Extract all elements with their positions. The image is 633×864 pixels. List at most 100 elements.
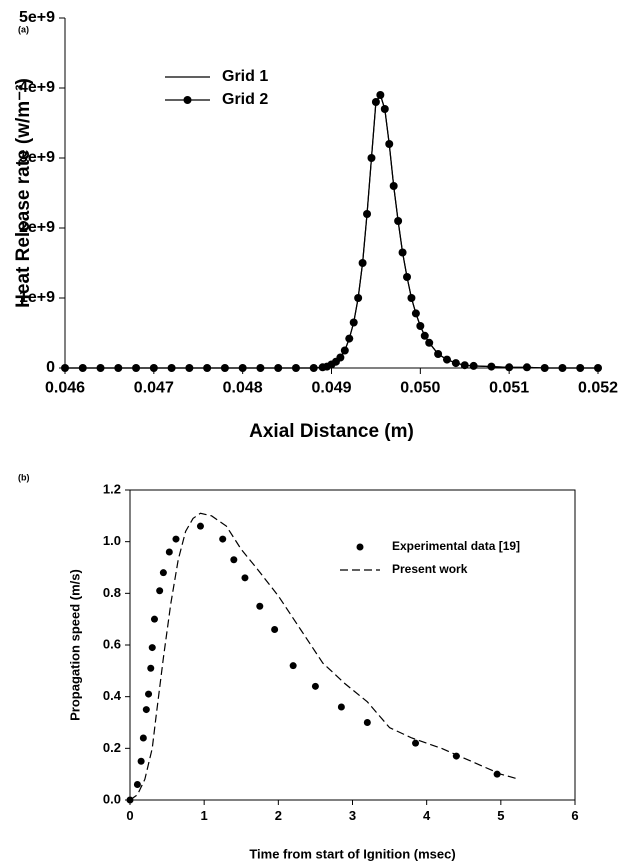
data-point — [558, 364, 567, 372]
data-point — [274, 364, 283, 372]
x-tick-label: 0.048 — [223, 380, 263, 397]
y-axis-title: Propagation speed (m/s) — [67, 569, 82, 721]
data-point — [133, 781, 141, 788]
data-point — [149, 364, 158, 372]
y-tick-label: 5e+9 — [19, 9, 55, 26]
data-point — [61, 364, 69, 372]
y-tick-label: 1.2 — [103, 481, 121, 496]
y-tick-label: 2e+9 — [19, 219, 55, 236]
x-tick-label: 4 — [423, 808, 431, 823]
series-line — [65, 93, 598, 369]
data-point — [345, 334, 354, 343]
data-point — [394, 217, 403, 225]
data-point — [150, 615, 158, 623]
data-point — [349, 318, 358, 327]
data-point — [522, 363, 531, 372]
x-tick-label: 0.051 — [489, 380, 529, 397]
data-point — [256, 602, 264, 610]
data-point — [451, 359, 460, 368]
data-point — [376, 91, 385, 99]
data-point — [220, 364, 229, 372]
data-point — [165, 548, 173, 556]
data-point — [114, 364, 123, 372]
data-point — [425, 338, 434, 347]
data-point — [148, 644, 156, 652]
data-point — [159, 569, 167, 577]
data-point — [358, 259, 367, 267]
data-point — [78, 364, 87, 372]
x-tick-label: 5 — [497, 808, 504, 823]
x-axis-title: Time from start of Ignition (msec) — [249, 846, 455, 861]
data-point — [139, 734, 147, 742]
x-tick-label: 1 — [201, 808, 208, 823]
data-point — [434, 350, 443, 358]
data-point — [407, 294, 416, 302]
data-point — [289, 662, 297, 670]
data-point — [147, 664, 155, 672]
data-point — [380, 105, 389, 113]
data-point — [137, 757, 145, 765]
data-point — [340, 346, 349, 355]
data-point — [336, 353, 345, 362]
data-point — [196, 522, 204, 530]
legend-label: Grid 1 — [222, 68, 268, 85]
data-point — [241, 574, 249, 582]
data-point — [594, 364, 602, 372]
data-point — [132, 364, 141, 372]
y-tick-label: 0.0 — [103, 791, 121, 806]
data-point — [411, 309, 420, 318]
y-tick-label: 0 — [46, 359, 55, 376]
panel-label: (b) — [18, 472, 30, 482]
x-tick-label: 2 — [275, 808, 282, 823]
data-point — [416, 322, 425, 330]
y-tick-label: 0.4 — [103, 688, 122, 703]
plot-frame — [129, 489, 576, 801]
data-point — [311, 682, 319, 690]
data-point — [403, 273, 412, 281]
data-point — [142, 706, 150, 714]
y-tick-label: 0.8 — [103, 585, 121, 600]
data-point — [442, 355, 451, 364]
data-point — [238, 364, 247, 372]
series-line — [129, 512, 520, 801]
data-point — [487, 362, 496, 371]
data-point — [145, 690, 153, 698]
data-point — [371, 98, 380, 106]
data-point — [576, 364, 585, 372]
data-point — [354, 294, 363, 302]
data-point — [309, 364, 318, 372]
data-point — [540, 364, 549, 372]
data-point — [493, 770, 501, 778]
legend-label: Experimental data [19] — [392, 539, 520, 553]
x-tick-label: 3 — [349, 808, 356, 823]
data-point — [96, 364, 105, 372]
y-tick-label: 3e+9 — [19, 149, 55, 166]
series-line — [65, 93, 598, 369]
data-point — [230, 556, 238, 564]
data-point — [363, 210, 372, 218]
data-point — [337, 703, 345, 711]
data-point — [505, 363, 514, 372]
y-tick-label: 1.0 — [103, 533, 121, 548]
data-point — [469, 361, 478, 370]
x-tick-label: 0.050 — [400, 380, 440, 397]
data-point — [367, 154, 376, 162]
legend-label: Present work — [392, 562, 468, 576]
x-axis-title: Axial Distance (m) — [249, 421, 414, 442]
data-point — [291, 364, 300, 372]
data-point — [385, 140, 394, 148]
y-tick-label: 1e+9 — [19, 289, 55, 306]
x-tick-label: 0.047 — [134, 380, 174, 397]
data-point — [271, 626, 279, 633]
data-point — [172, 535, 180, 543]
x-tick-label: 0.049 — [311, 380, 351, 397]
data-point — [398, 248, 407, 257]
data-point — [203, 364, 212, 372]
y-tick-label: 4e+9 — [19, 79, 55, 96]
panel-label: (a) — [18, 24, 29, 34]
y-axis-title: Heat Release rate (w/m⁻³) — [13, 78, 34, 308]
data-point — [389, 182, 398, 190]
data-point — [363, 719, 371, 726]
data-point — [256, 364, 265, 372]
